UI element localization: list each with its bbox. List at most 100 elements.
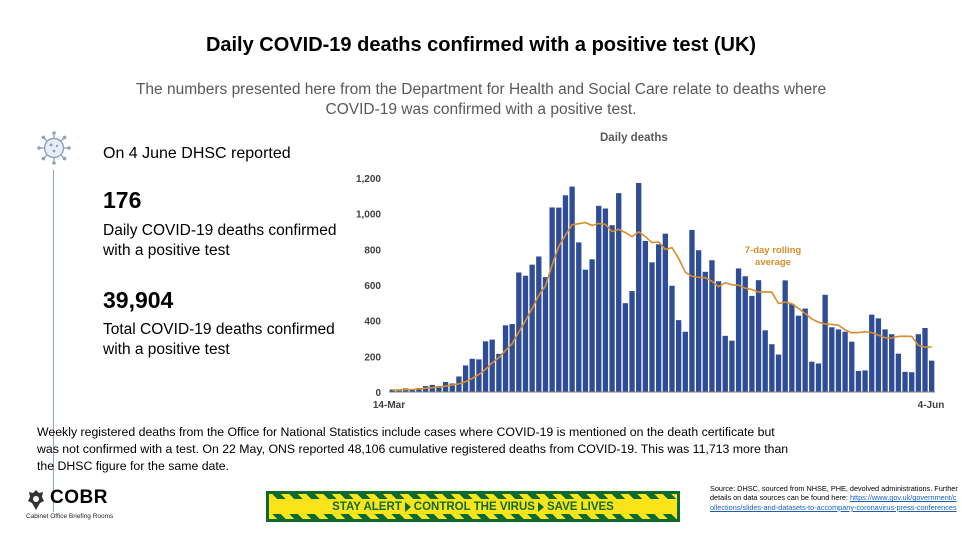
bar	[742, 276, 748, 392]
bar	[649, 262, 655, 392]
bar	[609, 225, 615, 392]
total-deaths-label: Total COVID-19 deaths confirmed with a p…	[103, 321, 335, 358]
bar	[709, 260, 715, 392]
bar	[909, 372, 915, 392]
source-link[interactable]: https://www.gov.uk/government/collection…	[710, 493, 957, 512]
bar	[762, 330, 768, 392]
bar	[469, 358, 475, 392]
bar	[596, 205, 602, 392]
bar	[882, 329, 888, 392]
bar	[769, 344, 775, 392]
bar	[782, 280, 788, 392]
bar	[775, 354, 782, 392]
bar	[735, 268, 742, 392]
bar	[809, 361, 815, 392]
bar	[642, 240, 649, 392]
bar	[922, 327, 928, 392]
y-tick-label: 1,000	[356, 210, 381, 221]
bar	[502, 325, 509, 392]
daily-deaths-chart: 0 200 400 600 800 1,000 1,200 14-Mar 4-Jun 7-day …	[356, 174, 945, 411]
bar	[695, 250, 702, 392]
bar	[616, 193, 622, 392]
cobr-logo: COBR Cabinet Office Briefing Rooms	[22, 487, 132, 527]
bar	[822, 294, 828, 392]
bar	[562, 195, 569, 392]
bar	[602, 208, 609, 392]
y-tick-label: 400	[364, 317, 381, 328]
source-text: Source: DHSC, sourced from NHSE, PHE, de…	[710, 484, 958, 503]
rolling-average-line	[392, 221, 932, 391]
bar	[835, 329, 842, 392]
bar	[489, 339, 495, 392]
arrow-right-icon	[537, 501, 544, 512]
virus-icon	[37, 131, 71, 165]
bar	[915, 334, 922, 392]
banner-phrase-1: STAY ALERT	[332, 500, 402, 513]
y-tick-label: 1,200	[356, 174, 381, 185]
bar	[549, 207, 555, 392]
bar	[569, 186, 575, 392]
bar	[482, 341, 489, 392]
bar	[729, 340, 735, 392]
bar	[656, 244, 662, 392]
divider-line	[53, 170, 54, 512]
reported-date: On 4 June DHSC reported	[103, 145, 291, 162]
stay-alert-banner: STAY ALERT CONTROL THE VIRUS SAVE LIVES	[266, 491, 680, 522]
y-tick-label: 600	[364, 281, 381, 292]
y-tick-label: 800	[364, 245, 381, 256]
chart-title: Daily deaths	[600, 132, 668, 144]
y-tick-label: 200	[364, 352, 381, 363]
bar	[722, 335, 728, 392]
bar	[849, 341, 855, 392]
y-tick-label: 0	[375, 388, 381, 399]
banner-phrase-2: CONTROL THE VIRUS	[413, 500, 535, 513]
bar	[629, 291, 635, 392]
banner-phrase-3: SAVE LIVES	[546, 500, 614, 513]
bar	[795, 315, 802, 392]
cobr-wordmark: COBR	[50, 487, 108, 508]
subtitle: The numbers presented here from the Depa…	[135, 81, 827, 118]
bar	[669, 285, 675, 392]
bar	[556, 207, 562, 392]
bar	[396, 390, 402, 392]
bar	[815, 363, 822, 392]
bar	[902, 371, 908, 392]
bar	[869, 314, 875, 392]
bar	[436, 386, 442, 392]
bar	[416, 388, 422, 392]
bar	[755, 280, 762, 392]
bar	[589, 259, 595, 392]
crest-icon	[28, 490, 44, 510]
bar	[862, 370, 868, 392]
bar	[576, 242, 582, 392]
bar	[889, 334, 895, 392]
bar	[702, 271, 708, 392]
bar	[895, 353, 902, 392]
bar	[662, 233, 668, 392]
bar	[855, 370, 862, 392]
bar	[802, 308, 808, 392]
arrow-right-icon	[404, 501, 411, 512]
cobr-subtitle: Cabinet Office Briefing Rooms	[26, 513, 114, 520]
bar	[582, 269, 589, 392]
x-tick-label-end: 4-Jun	[918, 400, 945, 411]
bar	[442, 382, 449, 392]
bar	[622, 303, 629, 392]
bar	[715, 281, 722, 392]
bar	[496, 353, 502, 392]
bar	[749, 295, 755, 392]
bar	[542, 277, 549, 392]
bar	[675, 320, 682, 392]
bar	[476, 359, 482, 392]
bar	[829, 327, 835, 392]
bar	[929, 360, 935, 392]
chart-main-title: Daily COVID-19 deaths confirmed with a p…	[205, 34, 757, 56]
total-deaths-value: 39,904	[103, 287, 174, 313]
bar	[449, 383, 455, 392]
x-tick-label-start: 14-Mar	[373, 400, 405, 411]
rolling-average-annotation: 7-day rolling average	[745, 245, 802, 268]
bar	[522, 275, 529, 392]
daily-deaths-value: 176	[103, 187, 142, 213]
bar	[462, 365, 469, 392]
daily-deaths-label: Daily COVID-19 deaths confirmed with a p…	[103, 222, 337, 259]
